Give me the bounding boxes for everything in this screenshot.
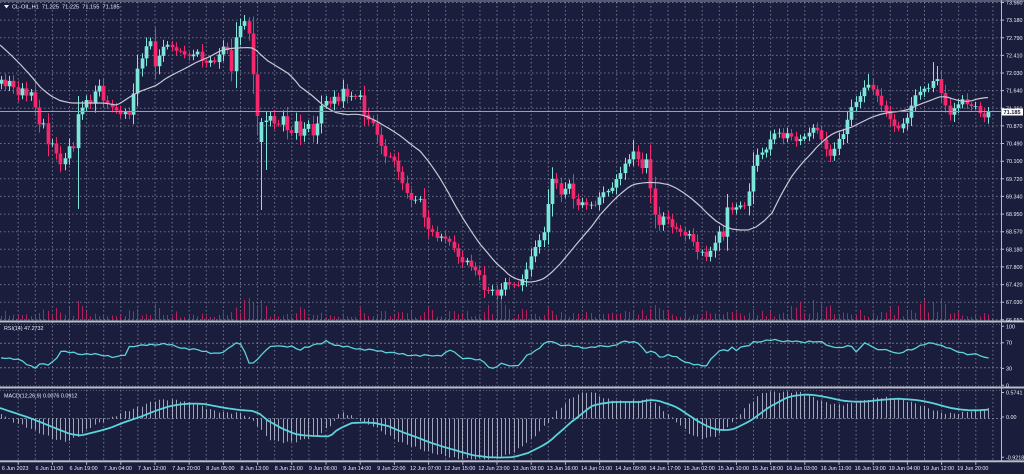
svg-text:100: 100	[1006, 324, 1015, 330]
svg-text:MACD(12,26,9) 0.0076 0.0912: MACD(12,26,9) 0.0076 0.0912	[4, 394, 77, 400]
svg-text:68.570: 68.570	[1006, 230, 1023, 236]
svg-text:13 Jun 08:00: 13 Jun 08:00	[513, 466, 544, 472]
svg-text:6 Jun 19:00: 6 Jun 19:00	[70, 466, 98, 472]
svg-text:69.720: 69.720	[1006, 177, 1023, 183]
svg-text:70: 70	[1006, 341, 1012, 347]
svg-text:12 Jun 07:00: 12 Jun 07:00	[410, 466, 441, 472]
svg-text:70.490: 70.490	[1006, 142, 1023, 148]
svg-text:CL-OIL,H1 71.225 71.225 71.: CL-OIL,H1 71.225 71.225 71.155 71.185	[12, 5, 120, 11]
svg-text:14 Jun 09:00: 14 Jun 09:00	[615, 466, 646, 472]
svg-text:14 Jun 17:00: 14 Jun 17:00	[649, 466, 680, 472]
svg-text:30: 30	[1006, 366, 1012, 372]
svg-text:72.410: 72.410	[1006, 53, 1023, 59]
svg-text:16 Jun 11:00: 16 Jun 11:00	[821, 466, 852, 472]
svg-text:8 Jun 13:00: 8 Jun 13:00	[241, 466, 269, 472]
svg-text:67.420: 67.420	[1006, 283, 1023, 289]
svg-text:70.870: 70.870	[1006, 124, 1023, 130]
svg-text:9 Jun 14:00: 9 Jun 14:00	[343, 466, 371, 472]
svg-text:0: 0	[1006, 383, 1009, 389]
svg-text:9 Jun 06:00: 9 Jun 06:00	[309, 466, 337, 472]
svg-text:12 Jun 15:00: 12 Jun 15:00	[444, 466, 475, 472]
svg-text:15 Jun 18:00: 15 Jun 18:00	[752, 466, 783, 472]
svg-text:8 Jun 05:00: 8 Jun 05:00	[206, 466, 234, 472]
svg-text:72.790: 72.790	[1006, 36, 1023, 42]
svg-text:71.185: 71.185	[1004, 110, 1021, 116]
svg-text:68.180: 68.180	[1006, 247, 1023, 253]
svg-text:9 Jun 22:00: 9 Jun 22:00	[377, 466, 405, 472]
svg-text:67.030: 67.030	[1006, 300, 1023, 306]
svg-text:8 Jun 21:00: 8 Jun 21:00	[275, 466, 303, 472]
svg-text:12 Jun 23:00: 12 Jun 23:00	[478, 466, 509, 472]
svg-text:69.340: 69.340	[1006, 194, 1023, 200]
svg-text:70.100: 70.100	[1006, 159, 1023, 165]
svg-text:19 Jun 04:00: 19 Jun 04:00	[889, 466, 920, 472]
svg-text:16 Jun 19:00: 16 Jun 19:00	[855, 466, 886, 472]
svg-text:0.5741: 0.5741	[1006, 391, 1023, 397]
svg-text:67.800: 67.800	[1006, 265, 1023, 271]
svg-text:6 Jun 2023: 6 Jun 2023	[2, 466, 29, 472]
svg-text:73.560: 73.560	[1006, 1, 1023, 7]
svg-text:14 Jun 01:00: 14 Jun 01:00	[581, 466, 612, 472]
svg-text:16 Jun 03:00: 16 Jun 03:00	[786, 466, 817, 472]
svg-text:RSI(14) 47.2732: RSI(14) 47.2732	[4, 326, 44, 332]
svg-text:13 Jun 16:00: 13 Jun 16:00	[547, 466, 578, 472]
svg-text:73.180: 73.180	[1006, 18, 1023, 24]
svg-text:15 Jun 02:00: 15 Jun 02:00	[684, 466, 715, 472]
svg-text:19 Jun 20:00: 19 Jun 20:00	[957, 466, 988, 472]
svg-text:0.00: 0.00	[1006, 415, 1017, 421]
svg-text:6 Jun 11:00: 6 Jun 11:00	[36, 466, 64, 472]
svg-text:7 Jun 20:00: 7 Jun 20:00	[172, 466, 200, 472]
svg-text:66.650: 66.650	[1006, 318, 1023, 324]
svg-text:71.640: 71.640	[1006, 89, 1023, 95]
svg-text:7 Jun 04:00: 7 Jun 04:00	[104, 466, 132, 472]
svg-text:15 Jun 10:00: 15 Jun 10:00	[718, 466, 749, 472]
svg-text:7 Jun 12:00: 7 Jun 12:00	[138, 466, 166, 472]
svg-text:19 Jun 12:00: 19 Jun 12:00	[923, 466, 954, 472]
svg-text:68.950: 68.950	[1006, 212, 1023, 218]
svg-text:-0.9218: -0.9218	[1006, 455, 1024, 461]
svg-text:72.030: 72.030	[1006, 71, 1023, 77]
